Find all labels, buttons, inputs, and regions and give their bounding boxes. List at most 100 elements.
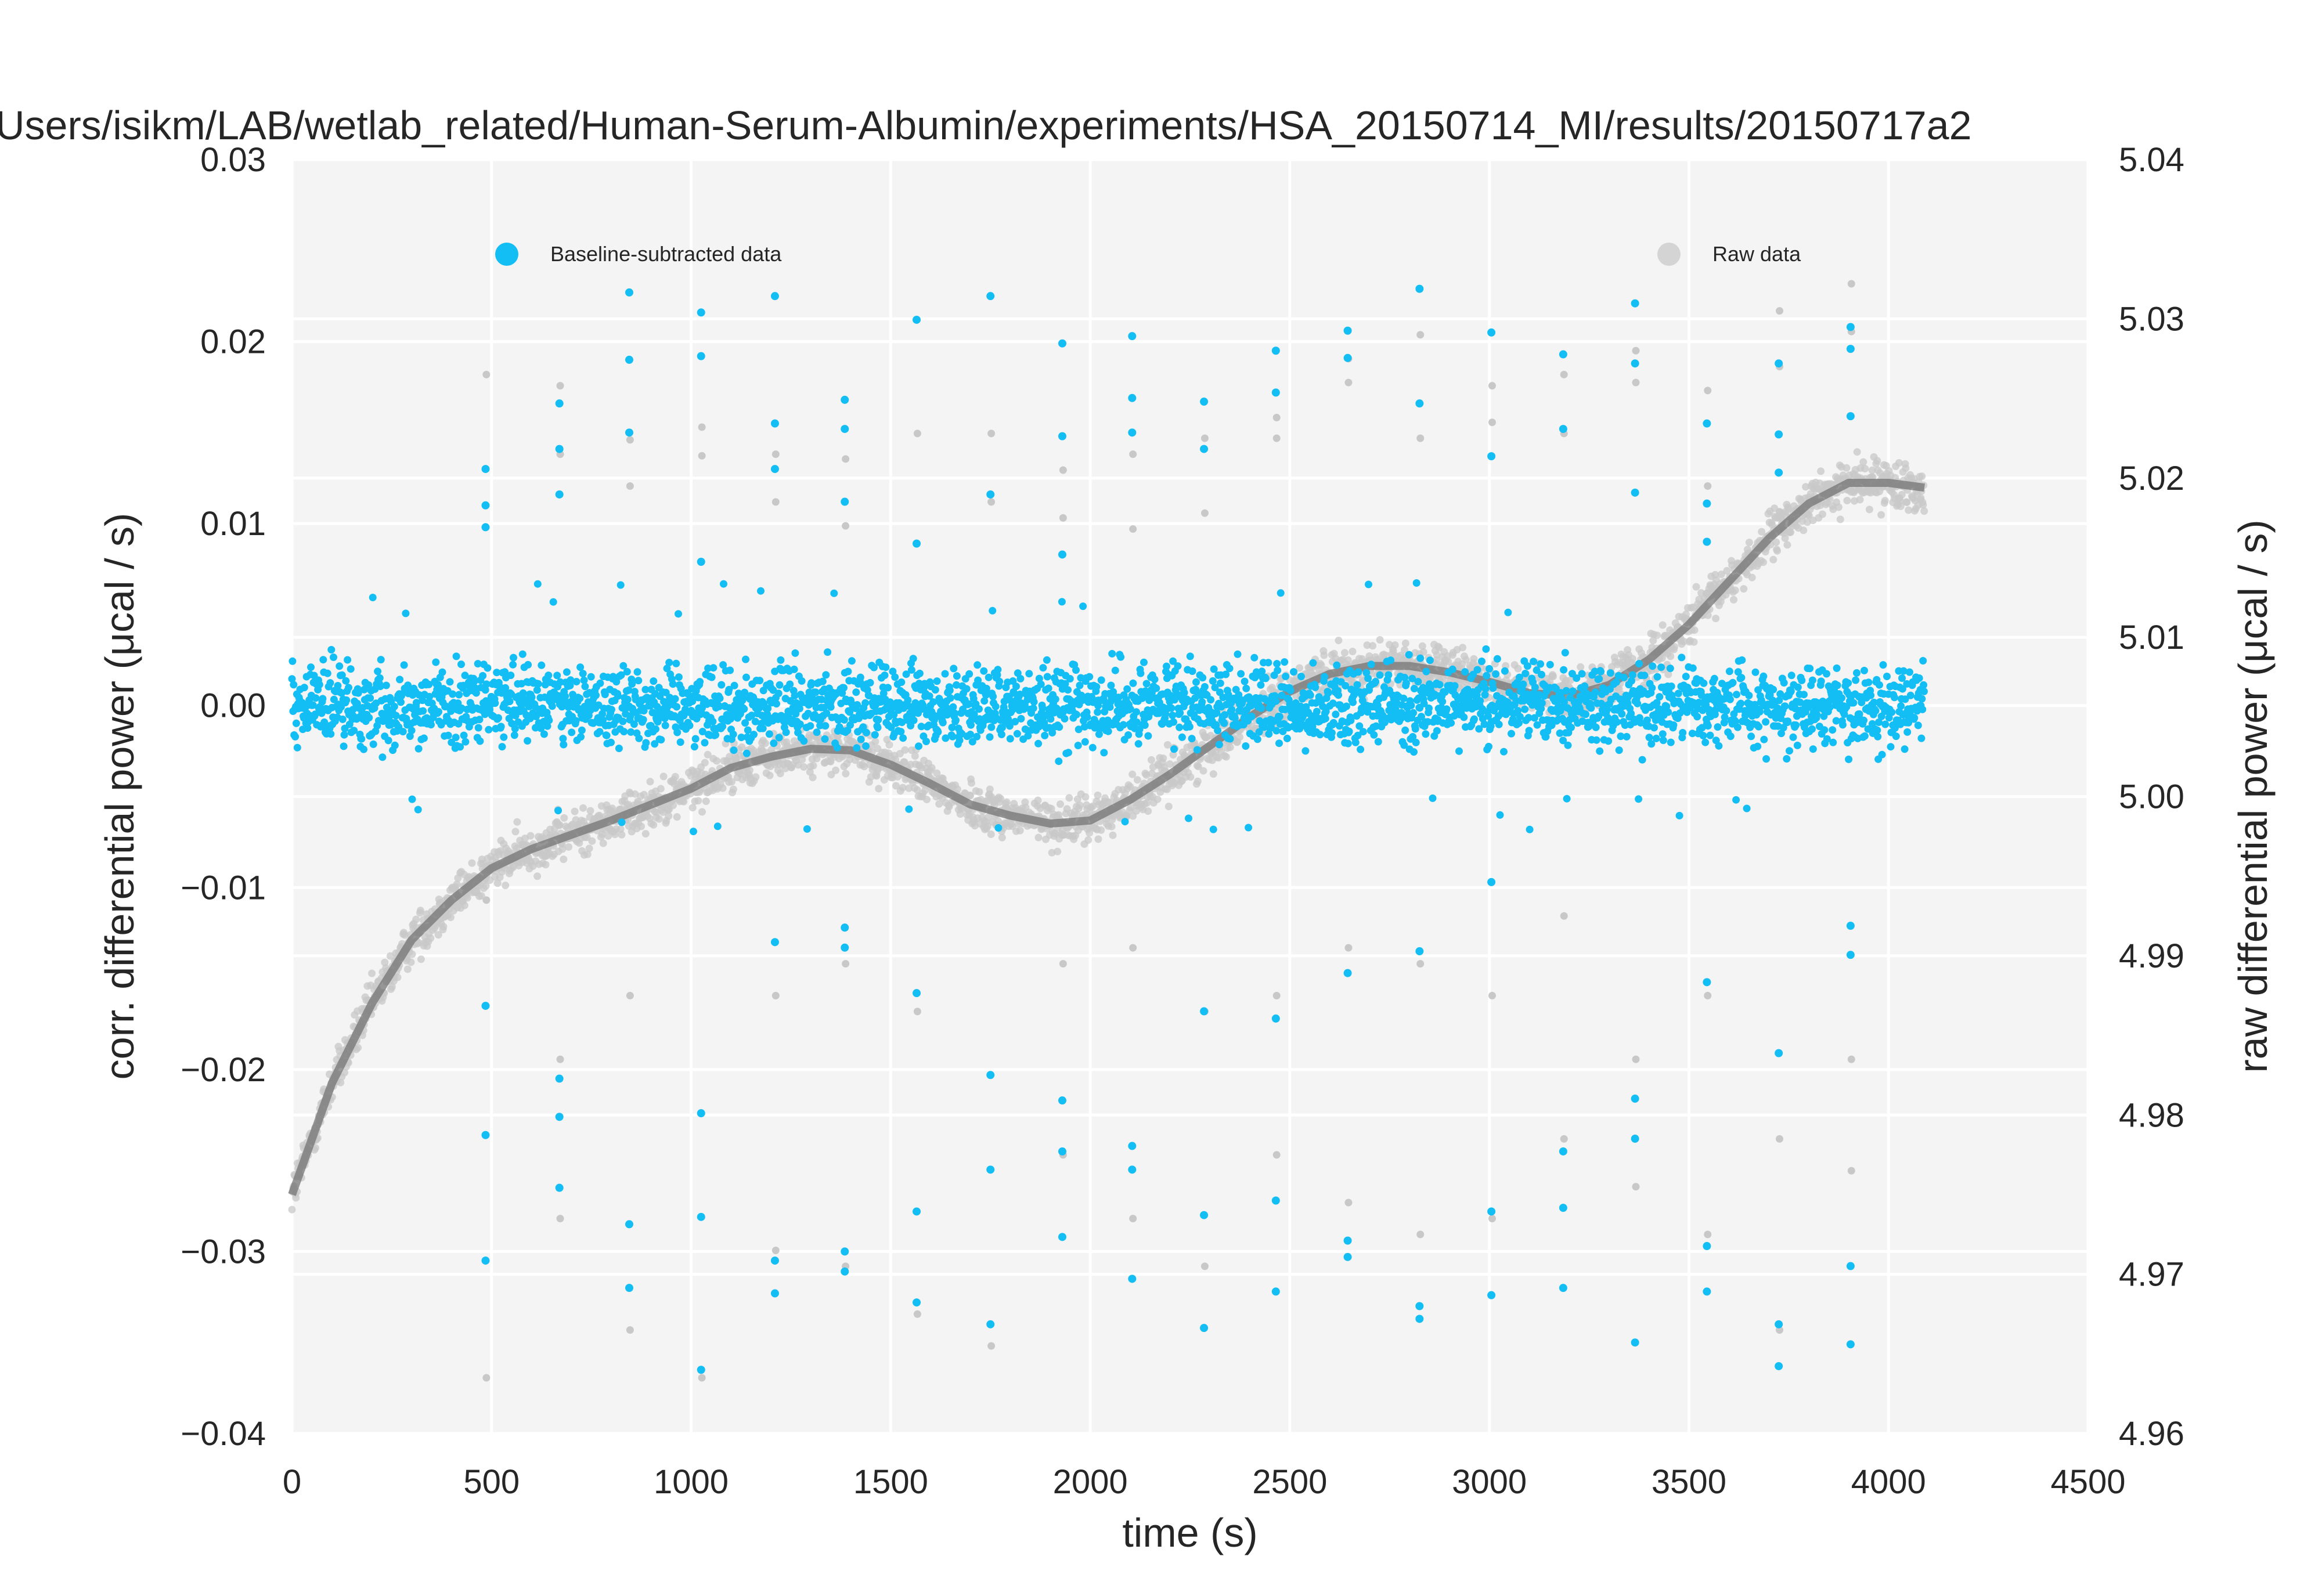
baseline-subtracted-point <box>950 665 958 673</box>
baseline-subtracted-point <box>470 678 478 686</box>
raw-data-point <box>901 746 909 754</box>
baseline-subtracted-point <box>1039 664 1047 672</box>
raw-data-point <box>1416 1230 1425 1238</box>
baseline-subtracted-point <box>519 689 527 697</box>
baseline-subtracted-point <box>1210 665 1218 673</box>
baseline-subtracted-point <box>673 728 682 736</box>
baseline-subtracted-point <box>1093 683 1101 691</box>
baseline-subtracted-point <box>1242 684 1250 692</box>
raw-data-point <box>1272 413 1281 421</box>
raw-data-point <box>728 778 735 786</box>
raw-data-point <box>729 785 737 793</box>
raw-data-point <box>599 839 607 847</box>
baseline-subtracted-point <box>1180 689 1188 696</box>
baseline-subtracted-point <box>1170 718 1177 726</box>
raw-data-point <box>556 1215 564 1223</box>
raw-data-point <box>468 859 476 867</box>
raw-data-point <box>1759 558 1767 566</box>
baseline-subtracted-point <box>994 666 1002 674</box>
baseline-subtracted-point <box>369 594 377 601</box>
baseline-subtracted-point <box>1228 706 1236 714</box>
raw-data-point <box>1344 1198 1353 1207</box>
raw-data-point <box>585 844 593 853</box>
baseline-subtracted-point <box>1186 652 1194 660</box>
raw-data-point <box>1488 382 1496 390</box>
baseline-subtracted-point <box>581 683 589 691</box>
raw-data-point <box>626 482 634 490</box>
baseline-subtracted-point <box>822 671 830 679</box>
raw-data-point <box>719 784 727 792</box>
baseline-subtracted-point <box>1034 739 1043 748</box>
raw-data-point <box>655 815 663 823</box>
baseline-subtracted-point <box>1065 749 1072 757</box>
baseline-subtracted-point <box>623 667 631 676</box>
raw-data-point <box>771 450 780 458</box>
baseline-subtracted-point <box>628 680 636 688</box>
baseline-subtracted-point <box>1167 704 1176 712</box>
baseline-subtracted-point <box>672 659 680 667</box>
baseline-subtracted-point <box>994 824 1003 832</box>
raw-data-point <box>1834 503 1843 511</box>
baseline-subtracted-point <box>1133 708 1140 716</box>
raw-data-point <box>1376 636 1384 644</box>
baseline-subtracted-point <box>1081 738 1089 746</box>
baseline-subtracted-point <box>330 653 337 661</box>
raw-data-point <box>650 821 658 829</box>
baseline-subtracted-point <box>730 681 738 689</box>
baseline-subtracted-point <box>491 699 499 707</box>
raw-data-point <box>1704 991 1712 999</box>
raw-data-point <box>771 1246 780 1254</box>
raw-data-point <box>1144 807 1152 815</box>
baseline-subtracted-point <box>1124 731 1133 739</box>
baseline-subtracted-point <box>545 671 553 680</box>
baseline-subtracted-point <box>498 743 506 751</box>
raw-data-point <box>1488 991 1496 999</box>
baseline-subtracted-point <box>312 694 320 702</box>
baseline-subtracted-point <box>729 730 737 738</box>
raw-data-point <box>1577 663 1585 671</box>
raw-data-point <box>1222 753 1230 761</box>
baseline-subtracted-point <box>1273 660 1281 668</box>
raw-data-point <box>766 771 774 779</box>
baseline-subtracted-point <box>1144 732 1152 740</box>
baseline-subtracted-point <box>497 723 505 731</box>
baseline-subtracted-point <box>1286 687 1295 695</box>
raw-data-point <box>1861 465 1869 472</box>
raw-data-point <box>1059 960 1067 968</box>
raw-data-point <box>1817 467 1825 475</box>
baseline-subtracted-point <box>1119 721 1127 729</box>
baseline-subtracted-point <box>1274 666 1282 674</box>
baseline-subtracted-point <box>1174 662 1182 670</box>
raw-data-point <box>354 1043 362 1052</box>
baseline-subtracted-point <box>782 728 790 736</box>
baseline-subtracted-point <box>1209 677 1217 685</box>
baseline-subtracted-point <box>675 610 682 618</box>
baseline-subtracted-point <box>987 723 996 731</box>
baseline-subtracted-point <box>1207 696 1215 704</box>
raw-data-point <box>752 773 760 781</box>
baseline-subtracted-point <box>1257 681 1265 689</box>
baseline-subtracted-point <box>652 725 659 733</box>
baseline-subtracted-point <box>827 703 835 711</box>
baseline-subtracted-point <box>1198 698 1206 706</box>
raw-data-point <box>704 750 712 759</box>
raw-data-point <box>1059 466 1067 474</box>
raw-data-point <box>913 786 921 794</box>
baseline-subtracted-point <box>592 691 600 699</box>
baseline-subtracted-point <box>897 678 906 686</box>
baseline-subtracted-point <box>973 732 981 741</box>
baseline-subtracted-point <box>803 825 811 833</box>
raw-data-point <box>698 1374 706 1382</box>
baseline-subtracted-point <box>713 822 722 831</box>
raw-data-point <box>1560 370 1568 378</box>
baseline-subtracted-point <box>1347 716 1355 724</box>
raw-data-point <box>1783 541 1791 549</box>
baseline-subtracted-point <box>1086 673 1094 681</box>
baseline-subtracted-point <box>509 660 517 669</box>
raw-data-point <box>694 797 702 805</box>
baseline-subtracted-point <box>1247 712 1256 720</box>
baseline-subtracted-point <box>915 669 924 677</box>
baseline-subtracted-point <box>1320 673 1328 681</box>
baseline-subtracted-point <box>607 706 615 714</box>
baseline-subtracted-point <box>770 739 778 748</box>
